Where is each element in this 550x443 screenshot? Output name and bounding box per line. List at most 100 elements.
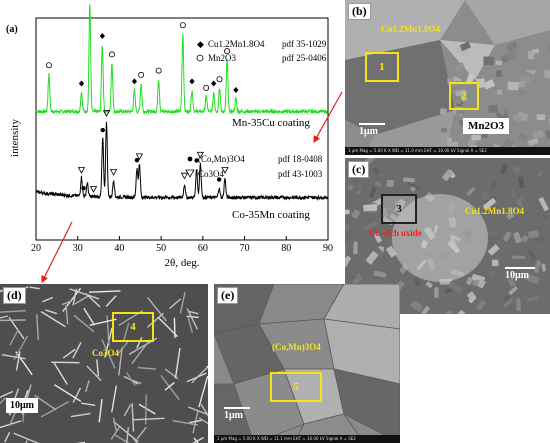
legend-top-pdf-0: pdf 35-1029: [282, 39, 327, 49]
sem-e-texture: [214, 284, 400, 443]
peak-marker-0-10: [203, 84, 210, 91]
legend-bottom-phase-1: Co3O4: [198, 169, 225, 179]
grain-c-5: [489, 270, 496, 278]
grain-c-111: [510, 188, 516, 199]
zone-2: 2: [449, 82, 479, 110]
sem-image-b: (b) Cu1.2Mn1.8O4 1 2 1μm Mn2O3 1 μm Mag …: [345, 0, 550, 155]
peak-marker-0-9: [189, 78, 195, 85]
peak-marker-0-0: [45, 62, 52, 69]
sem-image-c: (c) Cu1.2Mn1.8O4 3 Cu-rich oxide 10μm: [345, 158, 550, 314]
grain-c-64: [521, 234, 529, 243]
needle-d-19: [189, 419, 202, 424]
needle-d-45: [174, 347, 181, 379]
needle-d-27: [138, 403, 156, 415]
needle-d-42: [164, 382, 175, 391]
grain-b-52: [498, 109, 506, 116]
legend-top-pdf-1: pdf 25-0406: [282, 53, 327, 63]
grain-c-57: [508, 277, 516, 287]
needle-d-94: [147, 297, 167, 322]
grain-b-49: [545, 129, 550, 139]
needle-d-79: [34, 394, 57, 411]
grain-c-51: [372, 166, 381, 176]
needle-d-78: [36, 314, 40, 341]
needle-d-40: [13, 335, 29, 361]
grain-c-21: [503, 231, 512, 242]
grain-c-28: [386, 245, 397, 258]
grain-c-17: [516, 199, 524, 207]
grain-c-11: [533, 260, 542, 273]
grain-c-104: [500, 164, 508, 175]
needle-d-86: [9, 329, 19, 346]
grain-c-22: [526, 295, 539, 303]
grain-c-99: [364, 221, 378, 230]
sem-infobar-e: 1 μm Mag = 5.00 K X WD = 11.1 mm EHT = 1…: [214, 435, 400, 443]
grain-c-42: [345, 209, 350, 216]
grain-c-13: [425, 281, 433, 288]
x-tick-label-0: 20: [31, 243, 41, 254]
grain-b-39: [453, 95, 463, 105]
grain-c-65: [537, 170, 544, 177]
needle-d-85: [132, 417, 165, 421]
x-tick-label-1: 30: [73, 243, 83, 254]
grain-c-109: [517, 208, 523, 216]
peak-marker-1-3: [100, 127, 105, 133]
grain-b-20: [487, 104, 499, 114]
grain-c-97: [541, 263, 546, 272]
needle-d-38: [206, 365, 208, 369]
zone-3: 3: [381, 194, 417, 224]
scale-bar-e: 1μm: [224, 407, 250, 421]
needle-d-74: [136, 426, 147, 440]
grain-b-6: [439, 107, 447, 115]
phase-label-e: (Co,Mn)3O4: [272, 342, 321, 352]
facet-e-9: [333, 368, 400, 443]
grain-b-27: [527, 50, 535, 60]
needle-d-66: [70, 412, 91, 418]
needle-d-23: [40, 310, 66, 328]
grain-c-76: [434, 287, 439, 298]
zone-4: 4: [112, 312, 154, 342]
zone-3-number: 3: [396, 203, 402, 215]
needle-d-54: [74, 294, 91, 305]
grain-c-122: [541, 214, 548, 220]
peak-marker-1-4: [102, 110, 111, 117]
scale-bar-d: 10μm: [6, 398, 38, 413]
x-tick-label-7: 90: [323, 243, 333, 254]
needle-d-3: [72, 387, 82, 403]
phase-label-d: Co3O4: [92, 348, 119, 358]
needle-d-25: [25, 440, 28, 443]
needle-d-24: [8, 316, 25, 340]
grain-c-69: [369, 187, 377, 198]
grain-c-106: [448, 281, 463, 294]
needle-d-43: [111, 385, 118, 413]
needle-d-64: [0, 315, 8, 319]
peak-marker-0-4: [108, 51, 115, 58]
grain-c-87: [363, 204, 378, 212]
grain-c-63: [375, 181, 382, 187]
needle-d-20: [106, 315, 110, 346]
peak-marker-1-2: [89, 186, 98, 193]
needle-d-87: [69, 288, 100, 300]
needle-d-71: [29, 286, 40, 290]
grain-c-44: [389, 213, 398, 221]
grain-c-25: [465, 276, 474, 286]
x-tick-label-3: 50: [156, 243, 166, 254]
x-tick-label-4: 60: [198, 243, 208, 254]
grain-c-50: [403, 177, 415, 183]
needle-d-34: [73, 314, 95, 333]
needle-d-22: [160, 374, 180, 401]
peak-marker-1-7: [135, 153, 144, 161]
needle-d-103: [125, 371, 136, 386]
needle-d-5: [186, 315, 199, 319]
peak-marker-1-1: [81, 186, 86, 191]
needle-d-1: [15, 351, 21, 371]
grain-c-125: [517, 176, 525, 189]
grain-c-8: [524, 273, 540, 285]
needle-d-100: [126, 427, 130, 443]
needle-d-91: [123, 404, 132, 417]
needle-d-7: [122, 322, 130, 343]
series-line-0: [35, 4, 329, 115]
grain-c-83: [468, 295, 476, 304]
legend-top-phase-0: Cu1.2Mn1.8O4: [208, 39, 265, 49]
needle-d-69: [198, 375, 208, 408]
needle-d-56: [81, 402, 96, 407]
